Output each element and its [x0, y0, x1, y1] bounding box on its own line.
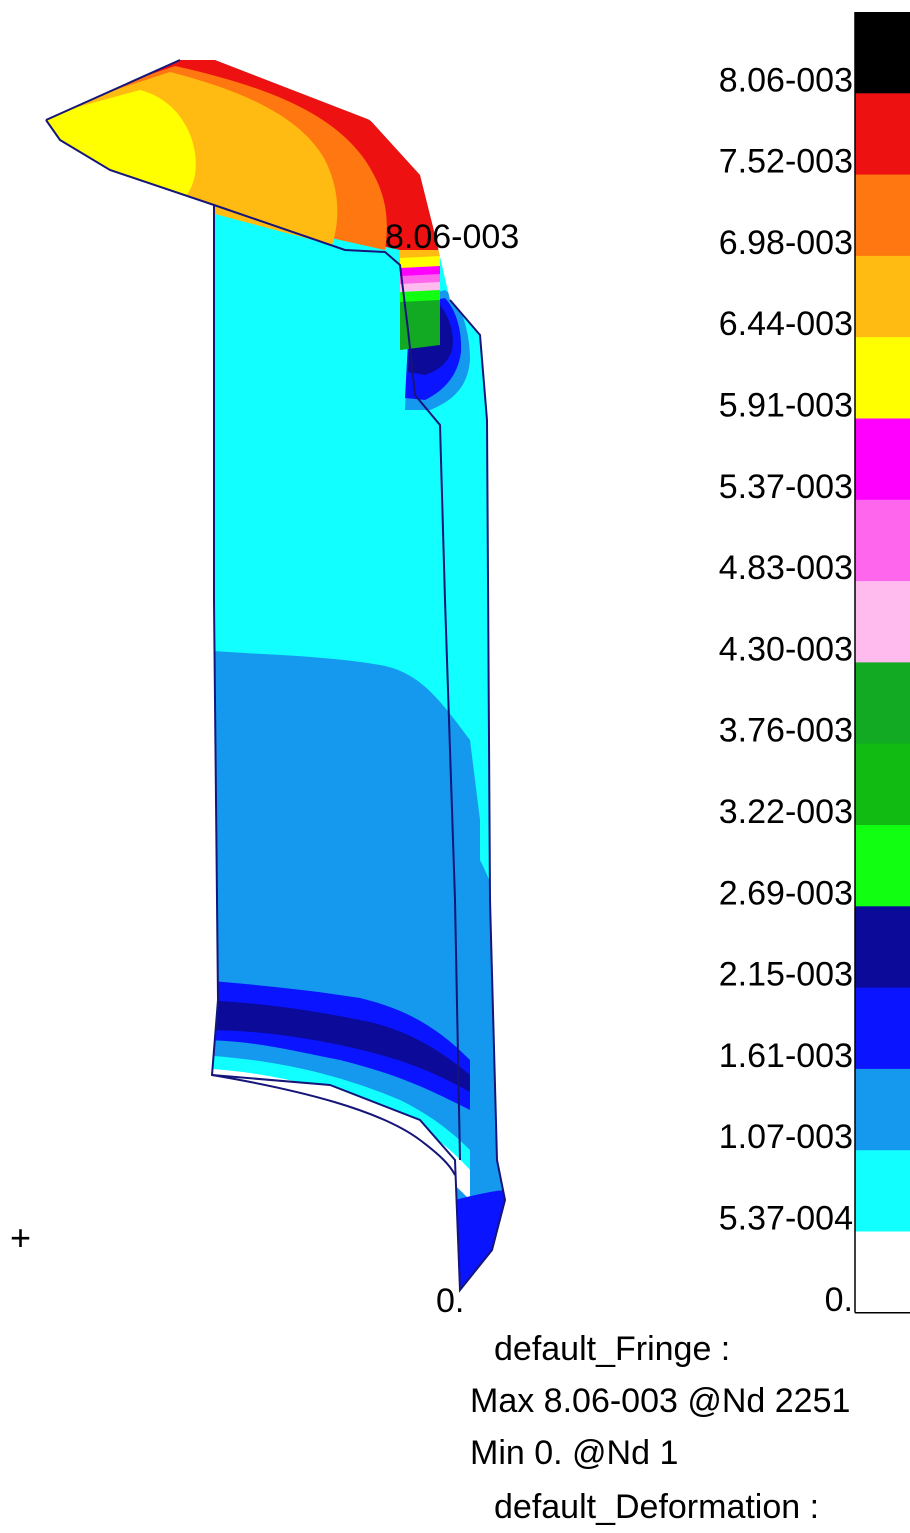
legend-band: [855, 1150, 910, 1232]
legend-band: [855, 255, 910, 338]
legend-label: 2.69-003: [719, 874, 853, 912]
legend-label: 0.: [825, 1281, 853, 1319]
max-node-label: 8.06-003: [385, 218, 519, 256]
fringe-title: default_Fringe :: [494, 1330, 731, 1368]
legend-band: [855, 418, 910, 501]
legend-band: [855, 12, 910, 94]
legend-band: [855, 825, 910, 907]
legend-label: 6.44-003: [719, 305, 853, 343]
fringe-region-navy-lower: [200, 1000, 470, 1092]
fringe-region-green: [400, 292, 440, 350]
legend-band: [855, 1068, 910, 1151]
min-info-line: Min 0. @Nd 1: [470, 1434, 679, 1472]
fringe-legend: 8.06-003 7.52-003 6.98-003 6.44-003 5.91-003…: [719, 12, 910, 1319]
legend-label: 6.98-003: [719, 224, 853, 262]
legend-label: 1.61-003: [719, 1037, 853, 1075]
deformation-title: default_Deformation :: [494, 1488, 820, 1526]
max-info-line: Max 8.06-003 @Nd 2251: [470, 1382, 851, 1420]
legend-band: [855, 174, 910, 257]
legend-band: [855, 987, 910, 1070]
deformed-model[interactable]: 8.06-003 0. +: [0, 0, 600, 1400]
fringe-region-cyan-lower: [200, 1055, 470, 1175]
legend-band: [855, 1231, 910, 1314]
min-node-label: 0.: [436, 1282, 464, 1320]
legend-label: 3.22-003: [719, 793, 853, 831]
legend-band: [855, 581, 910, 663]
legend-label: 1.07-003: [719, 1118, 853, 1156]
legend-band: [855, 662, 910, 745]
legend-label: 7.52-003: [719, 143, 853, 181]
legend-label: 3.76-003: [719, 712, 853, 750]
legend-band: [855, 499, 910, 582]
legend-band: [855, 93, 910, 176]
fringe-region-yellow: [46, 90, 196, 205]
legend-label: 8.06-003: [719, 61, 853, 99]
legend-label: 4.83-003: [719, 549, 853, 587]
legend-band: [855, 906, 910, 989]
legend-label: 4.30-003: [719, 630, 853, 668]
bottom-arc: [211, 1074, 456, 1176]
legend-label: 5.91-003: [719, 387, 853, 425]
legend-band: [855, 743, 910, 826]
legend-band: [855, 337, 910, 419]
inner-edge: [213, 204, 461, 1161]
legend-label: 5.37-004: [719, 1200, 853, 1238]
legend-label: 2.15-003: [719, 956, 853, 994]
legend-label: 5.37-003: [719, 468, 853, 506]
origin-marker: +: [10, 1217, 31, 1258]
